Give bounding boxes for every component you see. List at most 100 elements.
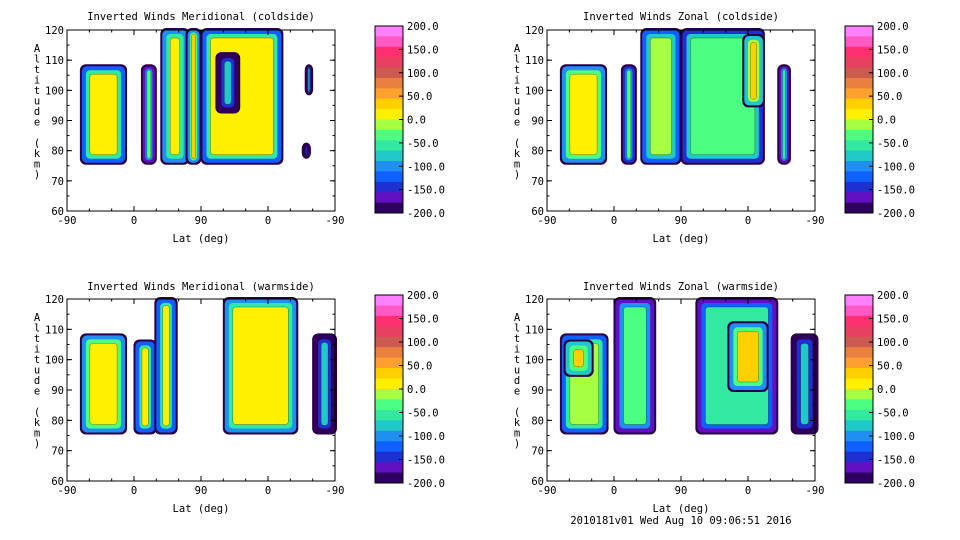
y-label-char: k <box>514 148 521 160</box>
colorbar-swatch <box>845 357 873 369</box>
y-label-char: e <box>34 117 40 129</box>
x-tick-label: 0 <box>265 215 271 227</box>
y-tick-label: 70 <box>51 176 64 188</box>
colorbar-swatch <box>375 336 403 348</box>
y-label-char: k <box>34 148 41 160</box>
contour-region <box>559 64 608 165</box>
colorbar-swatch <box>375 357 403 369</box>
x-axis-label: Lat (deg) <box>173 503 230 515</box>
contour-region <box>160 28 190 165</box>
colorbar-swatch <box>845 57 873 69</box>
colorbar-swatch <box>375 378 403 390</box>
y-tick-label: 70 <box>531 446 544 458</box>
panel-title: Inverted Winds Zonal (warmside) <box>583 281 779 293</box>
colorbar-label: -50.0 <box>407 408 439 420</box>
contour-core <box>305 146 308 156</box>
y-label-char: e <box>34 386 40 398</box>
y-tick-label: 60 <box>51 476 64 488</box>
colorbar-label: -100.0 <box>407 161 445 173</box>
colorbar-swatch <box>375 347 403 359</box>
colorbar-swatch <box>375 57 403 69</box>
y-label-char: m <box>34 159 40 171</box>
colorbar-label: 200.0 <box>407 21 439 33</box>
colorbar: 200.0 150.0 100.0 50.0 0.0 -50.0 -100.0 -150.0 -… <box>844 21 915 220</box>
y-label-char: d <box>514 375 520 387</box>
contour-core <box>232 306 289 425</box>
x-tick-label: 0 <box>745 485 751 497</box>
contour-region <box>200 28 284 165</box>
colorbar-swatch <box>845 192 873 204</box>
colorbar-label: -200.0 <box>877 478 915 490</box>
contour-region <box>790 333 819 435</box>
contour-region <box>222 297 299 435</box>
y-label-char: e <box>514 117 520 129</box>
y-label-char: d <box>34 106 40 118</box>
y-label-char: k <box>514 417 521 429</box>
contour-region <box>777 64 791 165</box>
contour-region <box>640 28 682 165</box>
contour-region <box>301 142 311 159</box>
y-tick-label: 70 <box>531 176 544 188</box>
y-tick-label: 100 <box>525 85 544 97</box>
colorbar-label: 0.0 <box>877 384 896 396</box>
y-tick-label: 90 <box>51 116 64 128</box>
y-tick-label: 110 <box>525 55 544 67</box>
contour-region <box>154 297 178 435</box>
colorbar-label: 200.0 <box>877 290 909 302</box>
y-label-char: A <box>514 43 521 55</box>
y-label-char: l <box>34 323 40 335</box>
contour-region <box>620 64 637 165</box>
colorbar-swatch <box>845 430 873 442</box>
colorbar-swatch <box>375 181 403 193</box>
contour-region <box>312 333 337 435</box>
colorbar-label: -50.0 <box>877 138 909 150</box>
panel-meridional-coldside: Inverted Winds Meridional (coldside) -90… <box>34 11 445 245</box>
y-label-char: i <box>514 344 520 356</box>
colorbar-swatch <box>375 119 403 131</box>
contour-core <box>623 306 647 425</box>
x-axis-label: Lat (deg) <box>173 233 230 245</box>
y-label-char: A <box>514 312 521 324</box>
y-tick-label: 90 <box>531 116 544 128</box>
colorbar-swatch <box>375 88 403 100</box>
y-label-char: ( <box>514 407 520 419</box>
y-label-char: i <box>34 344 40 356</box>
colorbar-swatch <box>375 98 403 110</box>
contour-region <box>215 52 241 114</box>
y-label-char: l <box>514 54 520 66</box>
colorbar-swatch <box>845 305 873 317</box>
y-label-char: t <box>514 85 520 97</box>
colorbar-swatch <box>375 462 403 474</box>
colorbar-swatch <box>375 129 403 141</box>
colorbar-swatch <box>375 368 403 380</box>
x-tick-label: -90 <box>806 215 825 227</box>
colorbar-swatch <box>845 140 873 152</box>
colorbar-label: 50.0 <box>877 361 902 373</box>
colorbar-swatch <box>375 472 403 484</box>
colorbar-swatch <box>375 315 403 327</box>
colorbar-label: -100.0 <box>877 431 915 443</box>
y-label-char: u <box>514 365 520 377</box>
colorbar-swatch <box>845 36 873 48</box>
x-tick-label: -90 <box>326 485 345 497</box>
colorbar-label: 0.0 <box>407 384 426 396</box>
colorbar-swatch <box>845 181 873 193</box>
footer-run-info: 2010181v01 Wed Aug 10 09:06:51 2016 <box>570 515 791 527</box>
y-label-char: m <box>34 428 40 440</box>
x-tick-label: 90 <box>195 485 208 497</box>
y-label-char: t <box>514 333 520 345</box>
colorbar-label: 150.0 <box>877 314 909 326</box>
contour-core <box>573 349 584 368</box>
colorbar-swatch <box>375 295 403 306</box>
colorbar-swatch <box>845 26 873 37</box>
colorbar-swatch <box>845 67 873 79</box>
colorbar-label: -50.0 <box>877 408 909 420</box>
y-tick-label: 100 <box>525 355 544 367</box>
contour-region <box>563 339 594 377</box>
colorbar-label: 200.0 <box>877 21 909 33</box>
contour-region <box>133 339 157 435</box>
panel-title: Inverted Winds Meridional (coldside) <box>87 11 315 23</box>
contour-core <box>141 347 149 427</box>
